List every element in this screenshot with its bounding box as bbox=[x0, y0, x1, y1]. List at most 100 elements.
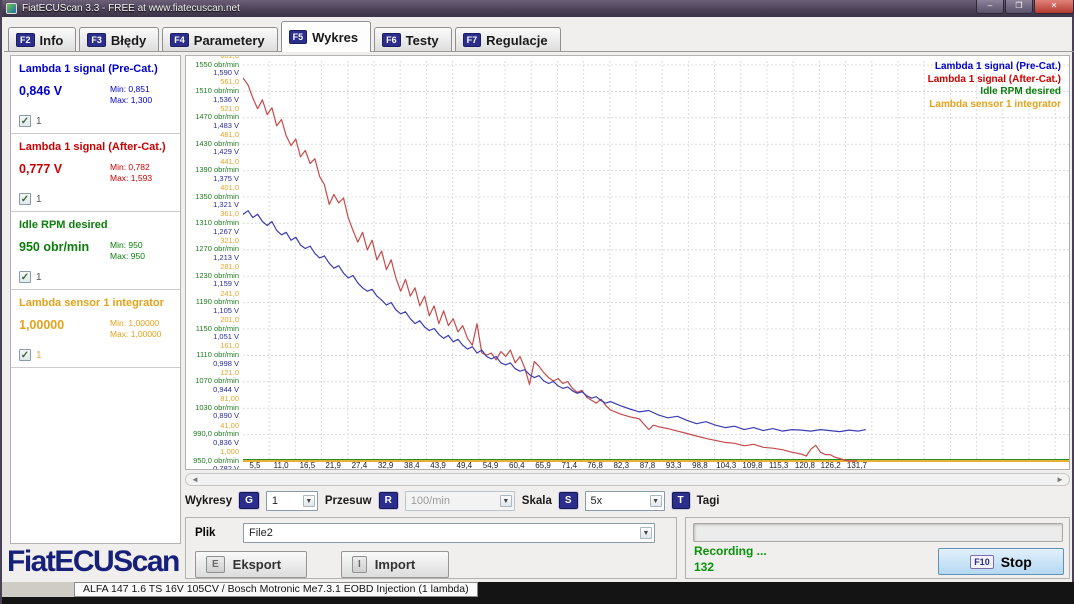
scroll-left-icon[interactable]: ◄ bbox=[188, 474, 202, 485]
wykresy-select[interactable]: 1 ▼ bbox=[266, 491, 318, 511]
tab-label: Wykres bbox=[312, 30, 358, 45]
tab-divider bbox=[4, 51, 1074, 52]
parameter-title: Lambda sensor 1 integrator bbox=[19, 297, 172, 309]
scroll-right-icon[interactable]: ► bbox=[1053, 474, 1067, 485]
tab-testy[interactable]: F6Testy bbox=[374, 27, 452, 52]
skala-select-value: 5x bbox=[591, 495, 603, 507]
record-panel: Recording ... 132 F10 Stop bbox=[685, 517, 1070, 579]
tab-key-badge: F7 bbox=[463, 33, 482, 47]
parameter-minmax: Min: 1,00000Max: 1,00000 bbox=[110, 318, 172, 340]
y-axis-volt-label: 1,429 V bbox=[186, 148, 239, 157]
przesuw-select: 100/min ▼ bbox=[405, 491, 515, 511]
y-axis-volt-label: 0,890 V bbox=[186, 412, 239, 421]
y-axis-label-group: 81,001030 obr/min0,890 V bbox=[186, 395, 239, 421]
tab-wykres[interactable]: F5 Wykres bbox=[281, 21, 372, 52]
recording-status: Recording ... bbox=[694, 544, 767, 558]
y-axis-volt-label: 1,536 V bbox=[186, 96, 239, 105]
stop-key-badge: F10 bbox=[970, 555, 994, 569]
przesuw-select-value: 100/min bbox=[411, 495, 450, 507]
chevron-down-icon[interactable]: ▼ bbox=[640, 527, 652, 539]
y-axis-label-group: 361,01310 obr/min1,267 V bbox=[186, 210, 239, 236]
chart-legend: Lambda 1 signal (Pre-Cat.)Lambda 1 signa… bbox=[928, 61, 1061, 111]
chevron-down-icon[interactable]: ▼ bbox=[650, 495, 662, 507]
y-axis-label-group: 441,01390 obr/min1,375 V bbox=[186, 158, 239, 184]
tab-key-badge: F3 bbox=[87, 33, 106, 47]
file-select[interactable]: File2 ▼ bbox=[243, 523, 655, 543]
skala-select[interactable]: 5x ▼ bbox=[585, 491, 665, 511]
file-panel: Plik File2 ▼ E Eksport I Import bbox=[185, 517, 677, 579]
stop-button-label: Stop bbox=[1001, 554, 1032, 570]
skala-label: Skala bbox=[522, 495, 552, 507]
y-axis-label-group: 201,01150 obr/min1,051 V bbox=[186, 316, 239, 342]
maximize-button[interactable]: ❐ bbox=[1005, 0, 1033, 14]
eksport-button-label: Eksport bbox=[233, 557, 281, 572]
y-axis-label-group: 561,01510 obr/min1,536 V bbox=[186, 78, 239, 104]
parameter-title: Lambda 1 signal (Pre-Cat.) bbox=[19, 63, 172, 75]
plik-label: Plik bbox=[195, 527, 215, 539]
wykresy-label: Wykresy bbox=[185, 495, 232, 507]
parameter-card: Lambda sensor 1 integrator 1,00000 Min: 1,… bbox=[11, 290, 180, 368]
wykresy-select-value: 1 bbox=[272, 495, 278, 507]
y-axis-label-group: 601,01550 obr/min1,590 V bbox=[186, 55, 239, 78]
status-bar: ALFA 147 1.6 TS 16V 105CV / Bosch Motron… bbox=[2, 582, 1074, 604]
parameter-value: 0,846 V bbox=[19, 84, 62, 106]
parameter-checkbox[interactable]: ✓ bbox=[19, 115, 31, 127]
y-axis-label-group: 481,01430 obr/min1,429 V bbox=[186, 131, 239, 157]
parameter-check-label: 1 bbox=[36, 194, 42, 205]
parameter-card: Lambda 1 signal (After-Cat.) 0,777 V Min: … bbox=[11, 134, 180, 212]
tab-key-badge: F5 bbox=[289, 30, 308, 44]
parameter-title: Lambda 1 signal (After-Cat.) bbox=[19, 141, 172, 153]
parameter-value: 1,00000 bbox=[19, 318, 64, 340]
y-axis-label-group: 401,01350 obr/min1,321 V bbox=[186, 184, 239, 210]
minimize-button[interactable]: – bbox=[976, 0, 1004, 14]
tab-label: Błędy bbox=[111, 33, 146, 48]
parameter-checkbox[interactable]: ✓ bbox=[19, 349, 31, 361]
eksport-button[interactable]: E Eksport bbox=[195, 551, 307, 578]
y-axis-label-group: 121,01070 obr/min0,944 V bbox=[186, 369, 239, 395]
przesuw-key-badge[interactable]: R bbox=[379, 492, 398, 509]
parameter-minmax: Min: 950Max: 950 bbox=[110, 240, 172, 262]
chart-plot-area[interactable] bbox=[243, 58, 1069, 462]
parameter-value: 950 obr/min bbox=[19, 240, 89, 262]
parameter-sidebar: Lambda 1 signal (Pre-Cat.) 0,846 V Min: 0,… bbox=[10, 55, 181, 544]
window-title: FiatECUScan 3.3 - FREE at www.fiatecusca… bbox=[22, 3, 240, 14]
tab-błędy[interactable]: F3 Błędy bbox=[79, 27, 159, 52]
status-bar-corner bbox=[2, 582, 74, 597]
skala-key-badge[interactable]: S bbox=[559, 492, 578, 509]
parameter-card: Lambda 1 signal (Pre-Cat.)0,846 VMin: 0,… bbox=[11, 56, 180, 134]
stop-button[interactable]: F10 Stop bbox=[938, 548, 1064, 575]
tagi-key-badge[interactable]: T bbox=[672, 492, 690, 509]
chevron-down-icon[interactable]: ▼ bbox=[303, 495, 315, 507]
recording-count: 132 bbox=[694, 560, 714, 574]
parameter-checkbox[interactable]: ✓ bbox=[19, 271, 31, 283]
tab-label: Info bbox=[40, 33, 64, 48]
wykresy-key-badge[interactable]: G bbox=[239, 492, 259, 509]
y-axis-label-group: 281,01230 obr/min1,159 V bbox=[186, 263, 239, 289]
tab-parametery[interactable]: F4Parametery bbox=[162, 27, 277, 52]
tab-key-badge: F4 bbox=[170, 33, 189, 47]
import-key-badge: I bbox=[352, 556, 367, 573]
tab-regulacje[interactable]: F7Regulacje bbox=[455, 27, 561, 52]
legend-item: Lambda 1 signal (After-Cat.) bbox=[928, 74, 1061, 87]
parameter-minmax: Min: 0,782Max: 1,593 bbox=[110, 162, 172, 184]
przesuw-label: Przesuw bbox=[325, 495, 372, 507]
chart-controls-row: Wykresy G 1 ▼ Przesuw R 100/min ▼ Skala … bbox=[185, 488, 1070, 513]
y-axis-label-group: 321,01270 obr/min1,213 V bbox=[186, 237, 239, 263]
tab-info[interactable]: F2Info bbox=[8, 27, 76, 52]
import-button[interactable]: I Import bbox=[341, 551, 449, 578]
chart-horizontal-scrollbar[interactable]: ◄ ► bbox=[185, 473, 1070, 486]
legend-item: Lambda 1 signal (Pre-Cat.) bbox=[928, 61, 1061, 74]
y-axis-label-group: 521,01470 obr/min1,483 V bbox=[186, 105, 239, 131]
chart-panel: 601,01550 obr/min1,590 V561,01510 obr/mi… bbox=[185, 55, 1070, 470]
chart-svg bbox=[243, 58, 1069, 462]
file-select-value: File2 bbox=[249, 527, 273, 539]
y-axis-label-group: 41,00990,0 obr/min0,836 V bbox=[186, 422, 239, 448]
import-button-label: Import bbox=[375, 557, 415, 572]
legend-item: Idle RPM desired bbox=[928, 86, 1061, 99]
parameter-value: 0,777 V bbox=[19, 162, 62, 184]
close-button[interactable]: ✕ bbox=[1034, 0, 1074, 14]
parameter-check-label: 1 bbox=[36, 116, 42, 127]
chart-y-axis: 601,01550 obr/min1,590 V561,01510 obr/mi… bbox=[186, 56, 241, 470]
parameter-check-label: 1 bbox=[36, 272, 42, 283]
parameter-checkbox[interactable]: ✓ bbox=[19, 193, 31, 205]
